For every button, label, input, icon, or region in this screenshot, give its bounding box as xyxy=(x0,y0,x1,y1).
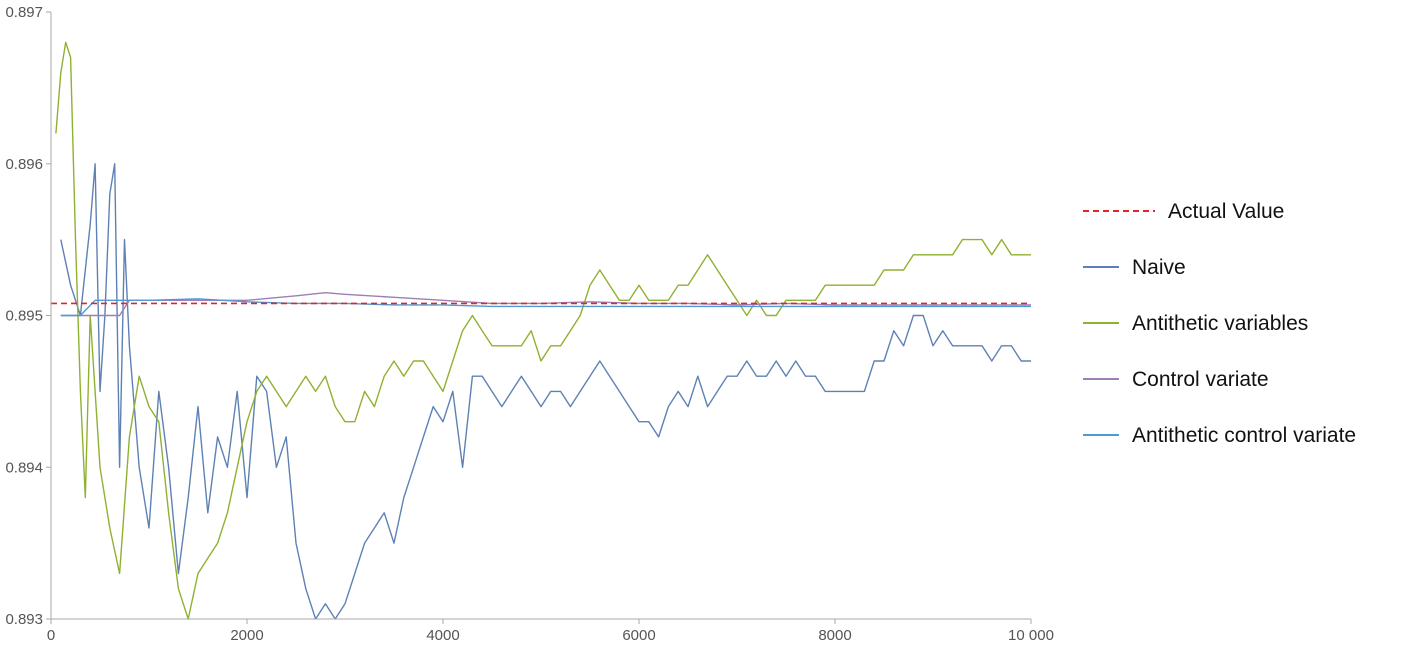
x-tick-label: 10 000 xyxy=(1008,627,1054,644)
series-line-4 xyxy=(60,298,1031,317)
series-line-3 xyxy=(60,292,1031,317)
series-line-1 xyxy=(60,163,1031,620)
legend-label: Antithetic variables xyxy=(1132,312,1308,335)
plot-series xyxy=(51,41,1031,620)
x-tick-label: 2000 xyxy=(230,627,263,644)
axes xyxy=(50,12,1031,620)
legend-label: Antithetic control variate xyxy=(1132,424,1356,447)
y-tick-label: 0.893 xyxy=(5,611,43,628)
legend-label: Actual Value xyxy=(1168,200,1284,223)
x-tick-label: 0 xyxy=(47,627,55,644)
y-tick-label: 0.894 xyxy=(5,459,43,476)
legend: Actual Value Naive Antithetic variables Con… xyxy=(1083,200,1356,447)
legend-label: Naive xyxy=(1132,256,1186,279)
y-tick-label: 0.896 xyxy=(5,156,43,173)
axis-ticks: 0 2000 4000 6000 8000 10 000 0.893 0.894 0.895 0.… xyxy=(5,4,1053,644)
y-tick-label: 0.897 xyxy=(5,4,43,21)
x-tick-label: 8000 xyxy=(818,627,851,644)
y-tick-label: 0.895 xyxy=(5,308,43,325)
series-line-2 xyxy=(55,41,1031,620)
x-tick-label: 6000 xyxy=(622,627,655,644)
legend-label: Control variate xyxy=(1132,368,1269,391)
x-tick-label: 4000 xyxy=(426,627,459,644)
